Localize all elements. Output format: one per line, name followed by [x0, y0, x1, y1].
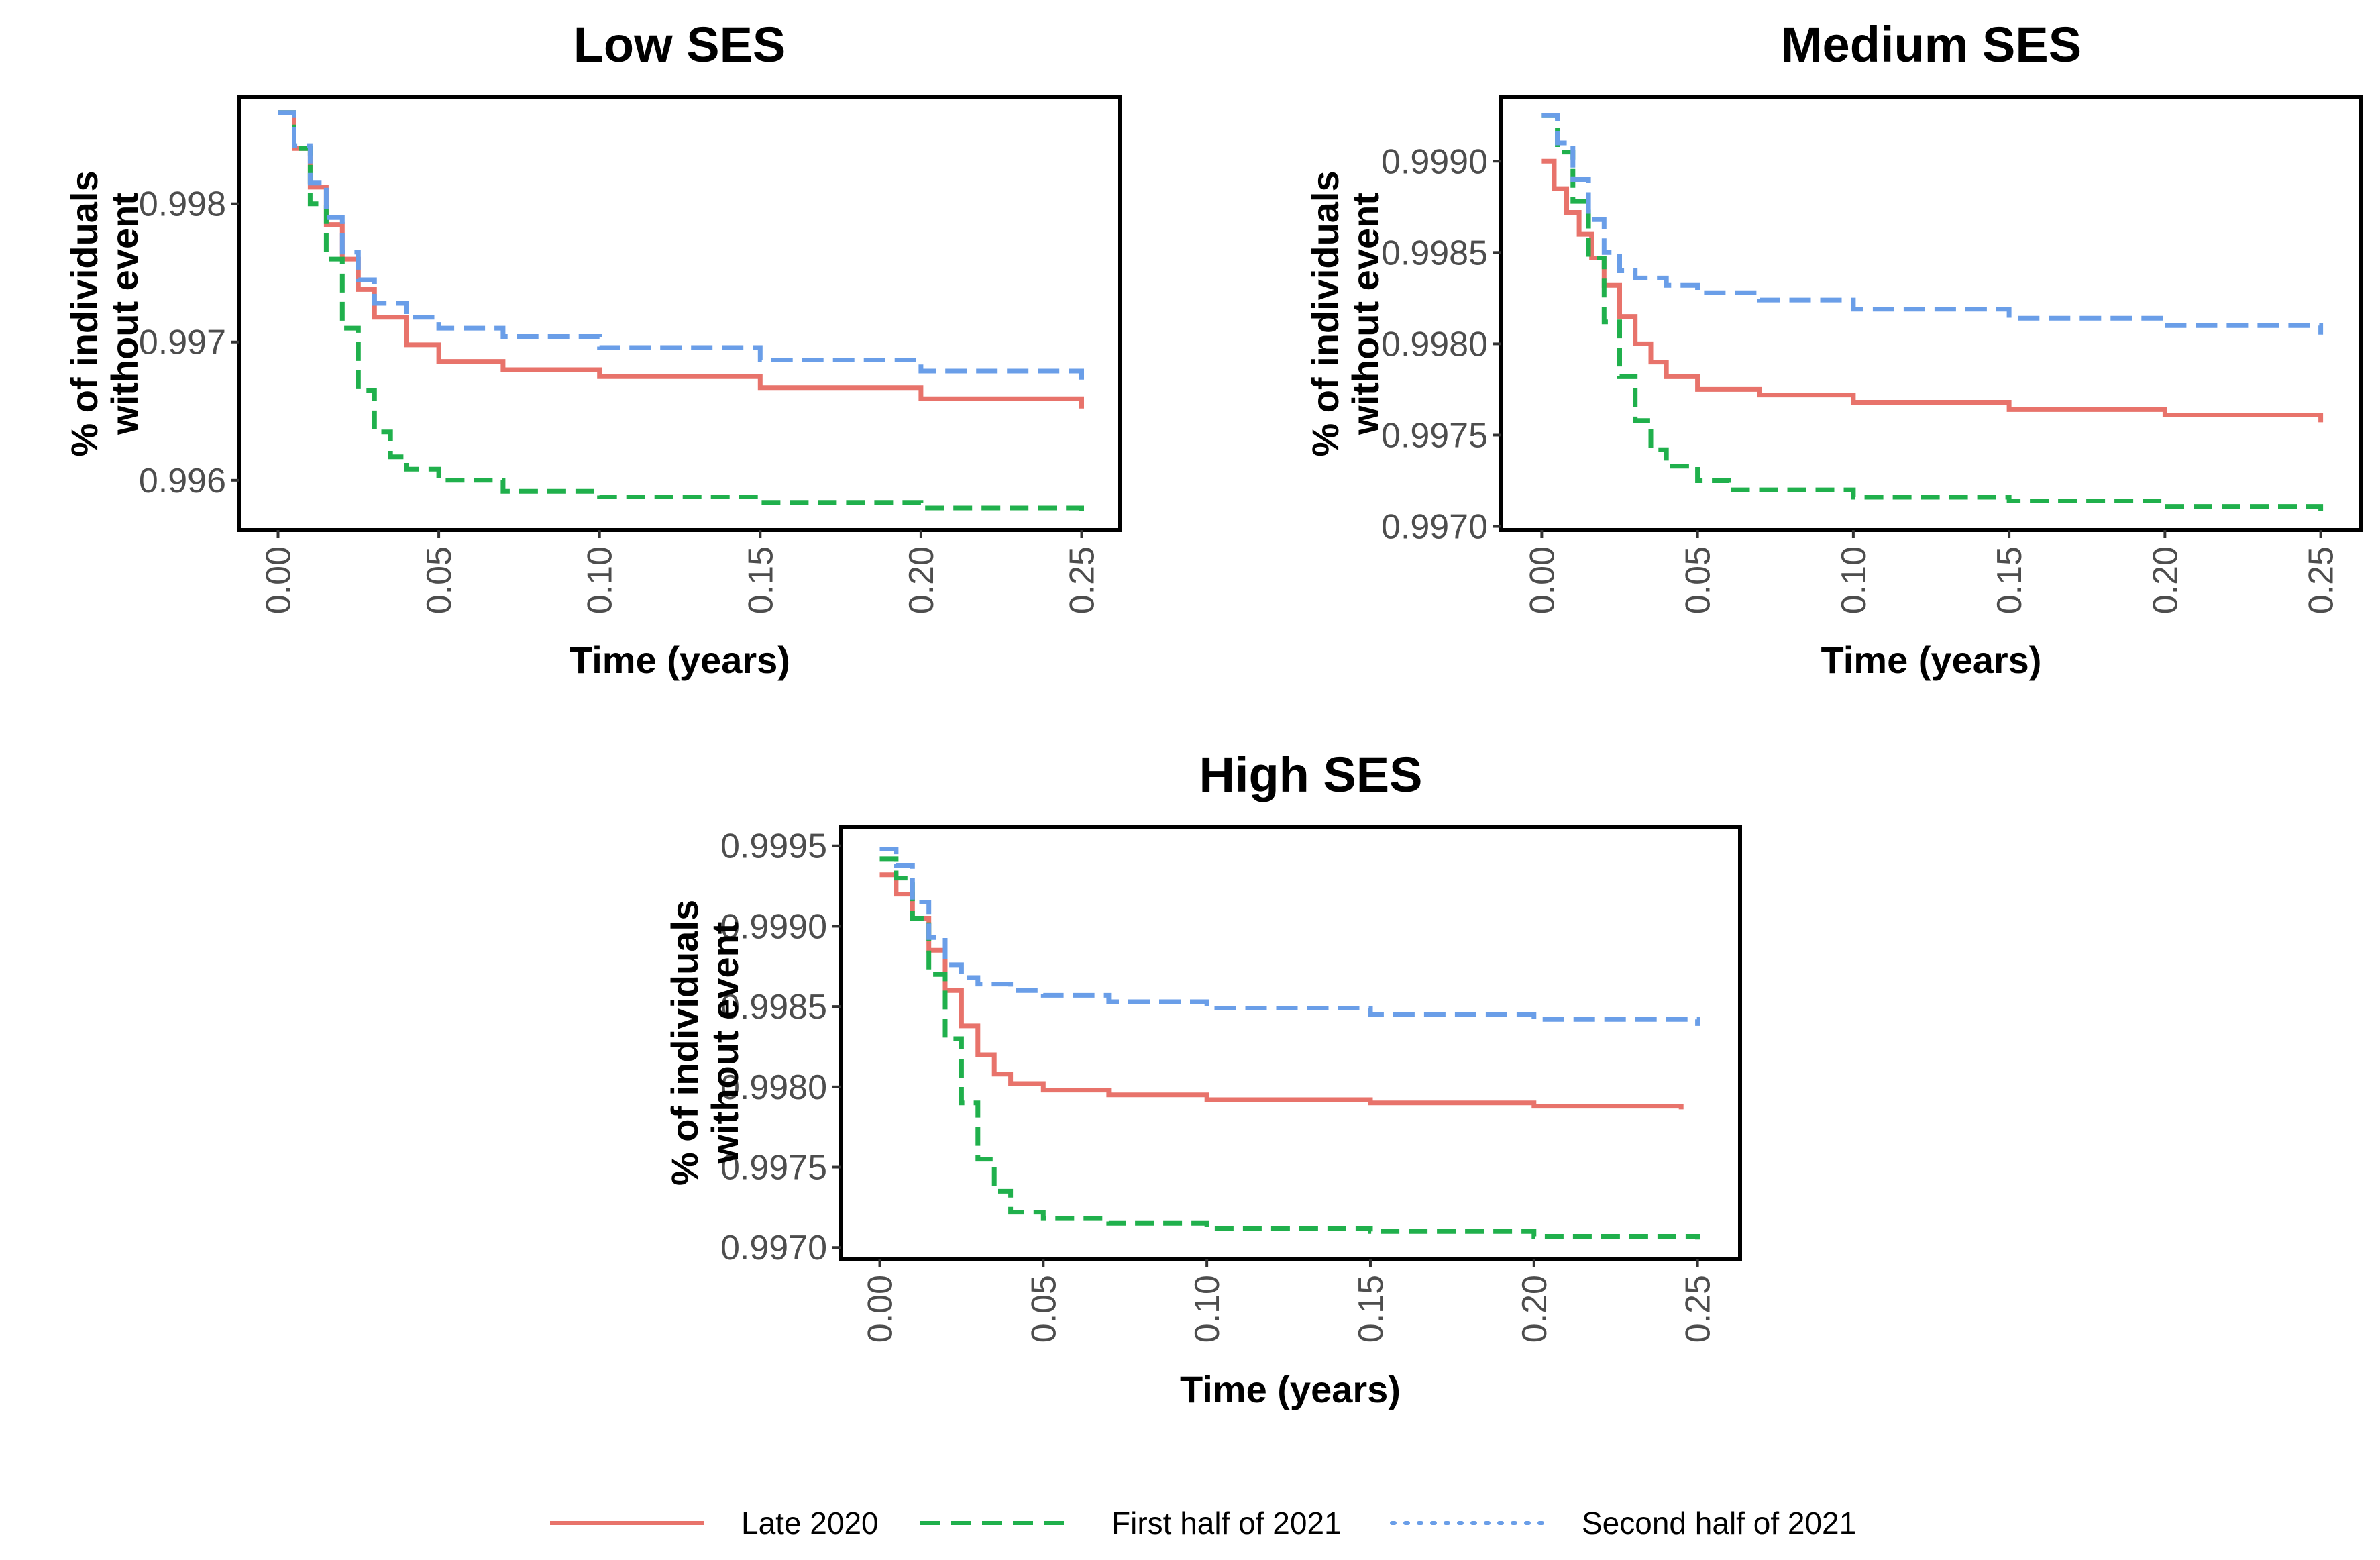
- series-line-first-half-2021: [278, 110, 1084, 513]
- x-tick-label: 0.00: [1523, 546, 1562, 614]
- y-tick-label: 0.9995: [720, 827, 827, 866]
- series-line-late-2020: [1541, 158, 2324, 423]
- series-group: [278, 110, 1084, 513]
- x-tick-label: 0.20: [1515, 1275, 1554, 1343]
- y-tick-label: 0.9990: [1381, 142, 1488, 181]
- y-tick-label: 0.9970: [720, 1229, 827, 1267]
- x-tick-label: 0.10: [1188, 1275, 1227, 1343]
- x-tick-label: 0.00: [861, 1275, 900, 1343]
- y-axis-title-line: % of individuals: [1304, 170, 1346, 456]
- series-line-second-half-2021: [1541, 113, 2324, 335]
- y-axis-title-line: % of individuals: [663, 900, 706, 1186]
- series-line-first-half-2021: [1541, 113, 2324, 512]
- series-line-second-half-2021: [278, 110, 1084, 381]
- x-tick-label: 0.10: [581, 546, 620, 614]
- x-tick-label: 0.05: [1024, 1275, 1063, 1343]
- y-axis-title: % of individualswithout event: [63, 170, 146, 456]
- y-tick-label: 0.998: [139, 185, 226, 224]
- y-axis-title: % of individualswithout event: [663, 900, 746, 1186]
- x-tick-label: 0.20: [902, 546, 941, 614]
- legend-label-first-half-2021: First half of 2021: [1112, 1506, 1342, 1541]
- y-axis-title-line: without event: [1344, 193, 1387, 435]
- panels: Low SES 0.996 0.997 0.998 0.00 0.05 0.10 0.15 0.…: [63, 17, 2363, 1410]
- x-tick-label: 0.25: [1063, 546, 1101, 614]
- x-tick-label: 0.10: [1835, 546, 1874, 614]
- legend-label-second-half-2021: Second half of 2021: [1582, 1506, 1856, 1541]
- series-line-late-2020: [278, 110, 1084, 409]
- series-line-second-half-2021: [879, 847, 1700, 1026]
- legend: Late 2020 First half of 2021 Second half…: [550, 1506, 1856, 1541]
- x-tick-label: 0.20: [2146, 546, 2185, 614]
- y-tick-label: 0.9975: [1381, 416, 1488, 455]
- x-tick-label: 0.00: [260, 546, 299, 614]
- panel-frame: [1499, 95, 2363, 532]
- y-axis-title: % of individualswithout event: [1304, 170, 1387, 456]
- panel-low-ses: Low SES 0.996 0.997 0.998 0.00 0.05 0.10 0.15 0.…: [63, 17, 1122, 681]
- panel-title-high-ses: High SES: [1199, 747, 1422, 802]
- panel-medium-ses: Medium SES 0.9970 0.9975 0.9980 0.9985 0.9990…: [1304, 17, 2363, 681]
- y-tick-label: 0.9975: [720, 1149, 827, 1188]
- series-line-first-half-2021: [879, 856, 1700, 1240]
- series-group: [1541, 113, 2324, 512]
- x-tick-label: 0.25: [1679, 1275, 1718, 1343]
- x-tick-label: 0.05: [420, 546, 459, 614]
- panel-frame: [237, 95, 1122, 532]
- x-tick-label: 0.15: [741, 546, 780, 614]
- panel-frame: [839, 825, 1742, 1261]
- x-axis-title: Time (years): [570, 639, 790, 681]
- series-group: [879, 847, 1700, 1240]
- panel-title-medium-ses: Medium SES: [1781, 17, 2081, 72]
- y-axis-title-line: % of individuals: [63, 170, 105, 456]
- series-line-late-2020: [879, 872, 1684, 1110]
- x-axis-title: Time (years): [1180, 1368, 1401, 1410]
- x-tick-label: 0.05: [1679, 546, 1718, 614]
- x-tick-label: 0.15: [1352, 1275, 1391, 1343]
- y-tick-label: 0.9980: [720, 1068, 827, 1107]
- legend-label-late-2020: Late 2020: [741, 1506, 879, 1541]
- y-tick-label: 0.9970: [1381, 508, 1488, 547]
- y-tick-label: 0.9990: [720, 907, 827, 946]
- x-tick-label: 0.25: [2302, 546, 2341, 614]
- y-axis-title-line: without event: [103, 193, 146, 435]
- x-tick-label: 0.15: [1990, 546, 2029, 614]
- x-axis-title: Time (years): [1821, 639, 2042, 681]
- y-tick-label: 0.9985: [720, 988, 827, 1027]
- panel-high-ses: High SES 0.9970 0.9975 0.9980 0.9985 0.9990 0.…: [663, 747, 1742, 1410]
- y-tick-label: 0.9980: [1381, 325, 1488, 364]
- y-tick-label: 0.9985: [1381, 233, 1488, 272]
- y-tick-label: 0.996: [139, 462, 226, 501]
- y-axis-title-line: without event: [704, 922, 746, 1165]
- y-tick-label: 0.997: [139, 323, 226, 362]
- panel-title-low-ses: Low SES: [574, 17, 786, 72]
